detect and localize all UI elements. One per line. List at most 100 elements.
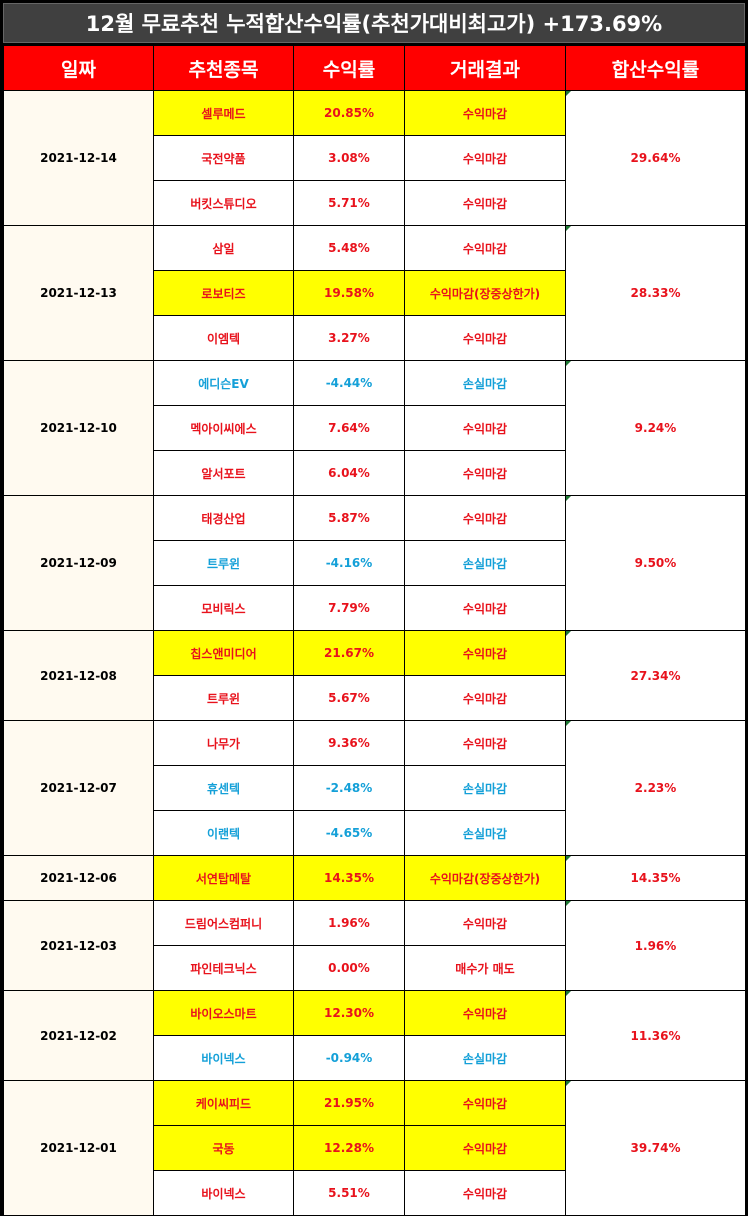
table-row: 이랜텍 -4.65% 손실마감 xyxy=(4,810,746,856)
table-row: 버킷스튜디오 5.71% 수익마감 xyxy=(4,180,746,226)
trade-result-cell: 수익마감 xyxy=(404,630,566,676)
trade-result-cell: 수익마감 xyxy=(404,225,566,271)
table-row: 로보티즈 19.58% 수익마감(장중상한가) xyxy=(4,270,746,316)
date-cell: 2021-12-13 xyxy=(3,225,154,361)
trade-result-cell: 수익마감(장중상한가) xyxy=(404,855,566,901)
return-rate-cell: 1.96% xyxy=(293,900,405,946)
date-cell: 2021-12-01 xyxy=(3,1080,154,1216)
stock-name-cell: 국전약품 xyxy=(153,135,294,181)
return-rate-cell: -4.16% xyxy=(293,540,405,586)
stock-name-cell: 국동 xyxy=(153,1125,294,1171)
table-row: 2021-12-06 서연탑메탈 14.35% 수익마감(장중상한가) 14.35% xyxy=(3,855,746,901)
return-rate-cell: 19.58% xyxy=(293,270,405,316)
total-return-cell: 29.64% xyxy=(565,90,746,226)
stock-name-cell: 알서포트 xyxy=(153,450,294,496)
return-rate-cell: 5.51% xyxy=(293,1170,405,1216)
stock-name-cell: 바이넥스 xyxy=(153,1170,294,1216)
table-row: 트루윈 -4.16% 손실마감 xyxy=(4,540,746,586)
table-row: 멕아이씨에스 7.64% 수익마감 xyxy=(4,405,746,451)
stock-name-cell: 멕아이씨에스 xyxy=(153,405,294,451)
trade-result-cell: 손실마감 xyxy=(404,765,566,811)
stock-name-cell: 휴센텍 xyxy=(153,765,294,811)
table-row: 국전약품 3.08% 수익마감 xyxy=(4,135,746,181)
trade-result-cell: 수익마감 xyxy=(404,90,566,136)
total-return-cell: 39.74% xyxy=(565,1080,746,1216)
table-row: 2021-12-09 태경산업 5.87% 수익마감 9.50% xyxy=(3,495,746,631)
stock-name-cell: 케이씨피드 xyxy=(153,1080,294,1126)
stock-name-cell: 바이오스마트 xyxy=(153,990,294,1036)
table-row: 바이넥스 5.51% 수익마감 xyxy=(4,1170,746,1216)
header-result: 거래결과 xyxy=(404,45,566,91)
return-rate-cell: 5.87% xyxy=(293,495,405,541)
date-cell: 2021-12-10 xyxy=(3,360,154,496)
stock-name-cell: 나무가 xyxy=(153,720,294,766)
return-rate-cell: 7.64% xyxy=(293,405,405,451)
trade-result-cell: 수익마감 xyxy=(404,495,566,541)
return-rate-cell: 21.95% xyxy=(293,1080,405,1126)
stock-name-cell: 바이넥스 xyxy=(153,1035,294,1081)
trade-result-cell: 수익마감(장중상한가) xyxy=(404,270,566,316)
return-rate-cell: 5.48% xyxy=(293,225,405,271)
return-rate-cell: 7.79% xyxy=(293,585,405,631)
return-rate-cell: -0.94% xyxy=(293,1035,405,1081)
stock-name-cell: 버킷스튜디오 xyxy=(153,180,294,226)
total-return-cell: 28.33% xyxy=(565,225,746,361)
header-rate: 수익률 xyxy=(293,45,405,91)
trade-result-cell: 수익마감 xyxy=(404,675,566,721)
trade-result-cell: 수익마감 xyxy=(404,180,566,226)
header-row: 일짜 추천종목 수익률 거래결과 합산수익률 xyxy=(3,45,746,91)
trade-result-cell: 수익마감 xyxy=(404,135,566,181)
date-cell: 2021-12-14 xyxy=(3,90,154,226)
table-row: 트루윈 5.67% 수익마감 xyxy=(4,675,746,721)
return-rate-cell: 21.67% xyxy=(293,630,405,676)
trade-result-cell: 손실마감 xyxy=(404,810,566,856)
stock-name-cell: 칩스앤미디어 xyxy=(153,630,294,676)
table-row: 2021-12-08 칩스앤미디어 21.67% 수익마감 27.34% xyxy=(3,630,746,721)
trade-result-cell: 수익마감 xyxy=(404,585,566,631)
total-return-cell: 9.24% xyxy=(565,360,746,496)
date-cell: 2021-12-07 xyxy=(3,720,154,856)
return-rate-cell: 9.36% xyxy=(293,720,405,766)
return-rate-cell: 3.27% xyxy=(293,315,405,361)
date-cell: 2021-12-03 xyxy=(3,900,154,991)
table-row: 2021-12-03 드림어스컴퍼니 1.96% 수익마감 1.96% xyxy=(3,900,746,991)
total-return-cell: 27.34% xyxy=(565,630,746,721)
header-total: 합산수익률 xyxy=(565,45,746,91)
table-row: 2021-12-14 셀루메드 20.85% 수익마감 29.64% xyxy=(3,90,746,226)
total-return-cell: 14.35% xyxy=(565,855,746,901)
table-row: 파인테크닉스 0.00% 매수가 매도 xyxy=(4,945,746,991)
return-rate-cell: 14.35% xyxy=(293,855,405,901)
stock-name-cell: 서연탑메탈 xyxy=(153,855,294,901)
return-rate-cell: 5.67% xyxy=(293,675,405,721)
stock-name-cell: 셀루메드 xyxy=(153,90,294,136)
stock-name-cell: 파인테크닉스 xyxy=(153,945,294,991)
stock-name-cell: 삼일 xyxy=(153,225,294,271)
return-rate-cell: -4.65% xyxy=(293,810,405,856)
table-row: 모비릭스 7.79% 수익마감 xyxy=(4,585,746,631)
trade-result-cell: 수익마감 xyxy=(404,315,566,361)
return-rate-cell: 0.00% xyxy=(293,945,405,991)
results-table: 일짜 추천종목 수익률 거래결과 합산수익률 2021-12-14 셀루메드 20.… xyxy=(3,45,746,1216)
table-row: 2021-12-02 바이오스마트 12.30% 수익마감 11.36% xyxy=(3,990,746,1081)
table-row: 이엠텍 3.27% 수익마감 xyxy=(4,315,746,361)
trade-result-cell: 수익마감 xyxy=(404,990,566,1036)
return-rate-cell: -2.48% xyxy=(293,765,405,811)
trade-result-cell: 손실마감 xyxy=(404,1035,566,1081)
stock-name-cell: 태경산업 xyxy=(153,495,294,541)
table-row: 국동 12.28% 수익마감 xyxy=(4,1125,746,1171)
stock-name-cell: 드림어스컴퍼니 xyxy=(153,900,294,946)
return-rate-cell: -4.44% xyxy=(293,360,405,406)
table-row: 알서포트 6.04% 수익마감 xyxy=(4,450,746,496)
return-rate-cell: 20.85% xyxy=(293,90,405,136)
table-row: 휴센텍 -2.48% 손실마감 xyxy=(4,765,746,811)
stock-name-cell: 이엠텍 xyxy=(153,315,294,361)
stock-name-cell: 에디슨EV xyxy=(153,360,294,406)
date-cell: 2021-12-08 xyxy=(3,630,154,721)
table-row: 2021-12-13 삼일 5.48% 수익마감 28.33% xyxy=(3,225,746,361)
stock-name-cell: 이랜텍 xyxy=(153,810,294,856)
total-return-cell: 11.36% xyxy=(565,990,746,1081)
trade-result-cell: 수익마감 xyxy=(404,450,566,496)
trade-result-cell: 수익마감 xyxy=(404,900,566,946)
trade-result-cell: 손실마감 xyxy=(404,360,566,406)
